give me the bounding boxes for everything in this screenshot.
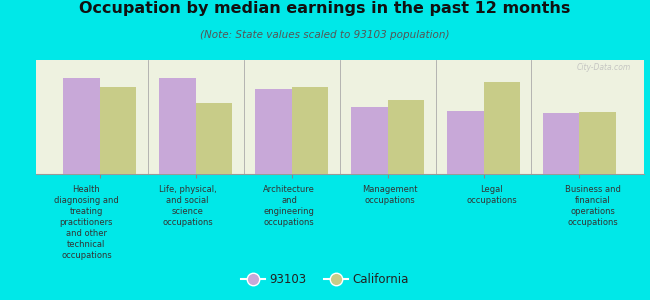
- Text: (Note: State values scaled to 93103 population): (Note: State values scaled to 93103 popu…: [200, 30, 450, 40]
- Bar: [159, 79, 196, 174]
- Bar: [387, 100, 424, 174]
- Bar: [255, 89, 292, 174]
- Bar: [579, 112, 616, 174]
- Text: Architecture
and
engineering
occupations: Architecture and engineering occupations: [263, 184, 315, 227]
- Text: City-Data.com: City-Data.com: [577, 63, 631, 72]
- Text: Legal
occupations: Legal occupations: [466, 184, 517, 205]
- Bar: [447, 111, 484, 174]
- Bar: [543, 113, 579, 174]
- Text: Management
occupations: Management occupations: [363, 184, 418, 205]
- Bar: [100, 87, 136, 174]
- Text: Life, physical,
and social
science
occupations: Life, physical, and social science occup…: [159, 184, 216, 227]
- Text: Business and
financial
operations
occupations: Business and financial operations occupa…: [565, 184, 621, 227]
- Bar: [64, 79, 100, 174]
- Legend: 93103, California: 93103, California: [237, 269, 413, 291]
- Bar: [484, 82, 520, 174]
- Bar: [292, 87, 328, 174]
- Text: Health
diagnosing and
treating
practitioners
and other
technical
occupations: Health diagnosing and treating practitio…: [54, 184, 119, 260]
- Text: Occupation by median earnings in the past 12 months: Occupation by median earnings in the pas…: [79, 2, 571, 16]
- Bar: [351, 107, 387, 174]
- Bar: [196, 103, 232, 174]
